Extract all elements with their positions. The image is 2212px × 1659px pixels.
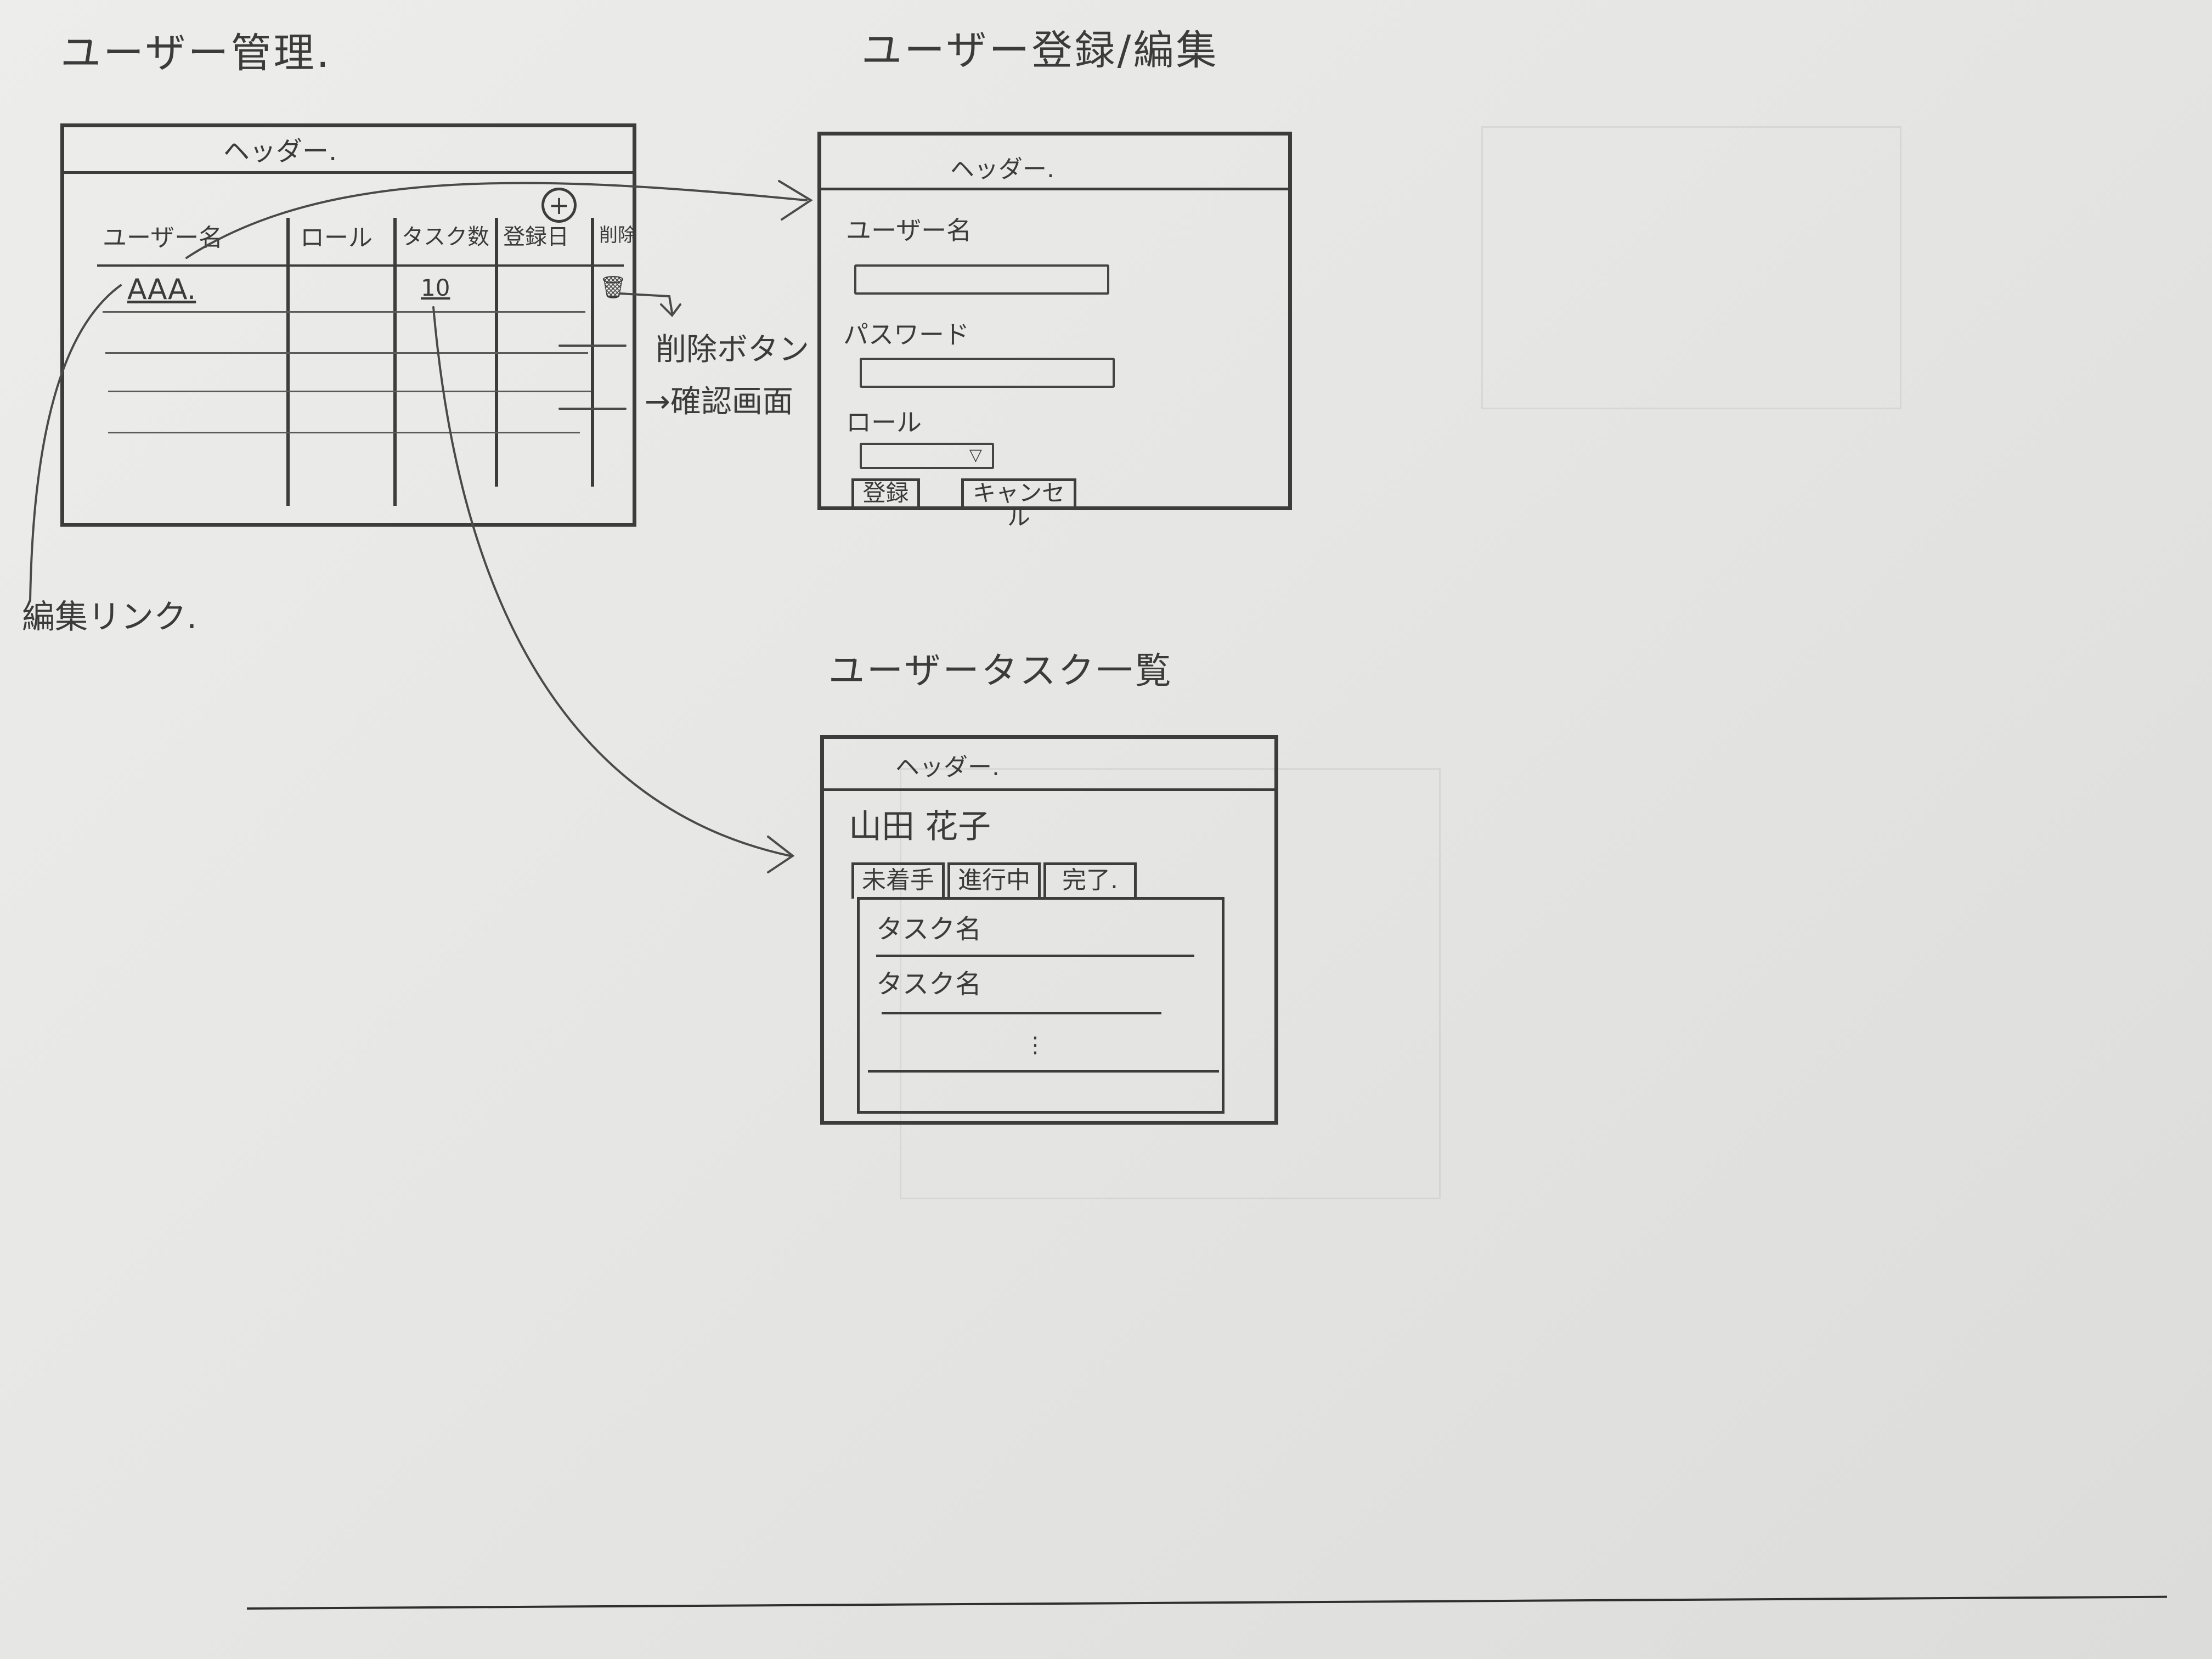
confirm-dialog-annotation: →確認画面 (645, 384, 793, 420)
register-button[interactable]: 登録 (851, 478, 920, 509)
ghost-frame (1481, 126, 1901, 409)
user-tasks-title: ユーザータスク一覧 (828, 650, 1173, 692)
column-divider (591, 218, 594, 487)
user-edit-title: ユーザー登録/編集 (861, 27, 1219, 74)
username-label: ユーザー名 (846, 216, 972, 245)
list-divider (876, 955, 1194, 957)
table-row (108, 432, 580, 433)
role-label: ロール (846, 408, 922, 437)
user-management-title: ユーザー管理. (60, 30, 332, 77)
column-divider (393, 218, 397, 506)
add-user-button[interactable]: + (541, 188, 577, 223)
header-divider (824, 788, 1277, 791)
edit-link-annotation: 編集リンク. (22, 598, 198, 636)
header-label: ヘッダー. (950, 155, 1054, 183)
password-input[interactable] (860, 358, 1115, 388)
table-row (103, 311, 585, 313)
list-item[interactable]: タスク名 (876, 914, 982, 945)
arrowhead (778, 180, 813, 221)
role-select[interactable]: ▽ (860, 443, 994, 469)
table-row (105, 352, 588, 354)
delete-button-annotation: 削除ボタン (656, 332, 809, 368)
column-header-delete: 削除 (599, 224, 636, 246)
more-indicator: ⋮ (1024, 1032, 1046, 1058)
user-name: 山田 花子 (849, 808, 991, 846)
password-label: パスワード (843, 320, 969, 349)
column-header-role: ロール (300, 224, 373, 252)
chevron-down-icon: ▽ (969, 445, 982, 465)
column-header-registered-date: 登録日 (503, 224, 569, 250)
list-item[interactable]: タスク名 (876, 969, 982, 1000)
cancel-button[interactable]: キャンセル (961, 478, 1076, 529)
header-divider (821, 188, 1290, 190)
tab-done[interactable]: 完了. (1043, 862, 1137, 899)
tab-in-progress[interactable]: 進行中 (947, 862, 1041, 899)
arrowhead (767, 836, 795, 873)
username-input[interactable] (854, 264, 1109, 295)
task-count-link[interactable]: 10 (421, 274, 450, 301)
header-label: ヘッダー. (223, 136, 337, 167)
header-divider (64, 171, 635, 174)
sketch-paper: ユーザー管理. ヘッダー. + ユーザー名 ロール タスク数 登録日 削除 AA… (22, 27, 1901, 1199)
ghost-frame (900, 768, 1441, 1199)
user-tasks-screen: ヘッダー. 山田 花子 未着手 進行中 完了. タスク名 タスク名 ⋮ (820, 735, 1278, 1125)
list-bottom-line (868, 1070, 1219, 1073)
column-header-task-count: タスク数 (402, 224, 489, 250)
column-header-username: ユーザー名 (103, 224, 223, 252)
tab-not-started[interactable]: 未着手 (851, 862, 945, 899)
table-row (108, 391, 591, 392)
table-header-divider (97, 264, 624, 267)
header-label: ヘッダー. (895, 753, 1000, 781)
list-divider (882, 1012, 1161, 1014)
column-divider (286, 218, 290, 506)
user-management-screen: ヘッダー. + ユーザー名 ロール タスク数 登録日 削除 AAA. 10 🗑 (60, 123, 636, 527)
trash-icon[interactable]: 🗑 (599, 275, 627, 300)
task-list-panel: タスク名 タスク名 ⋮ (857, 897, 1224, 1114)
arrowhead (660, 303, 681, 318)
user-edit-screen: ヘッダー. ユーザー名 パスワード ロール ▽ 登録 キャンセル (817, 132, 1292, 529)
edit-user-link[interactable]: AAA. (127, 273, 196, 306)
